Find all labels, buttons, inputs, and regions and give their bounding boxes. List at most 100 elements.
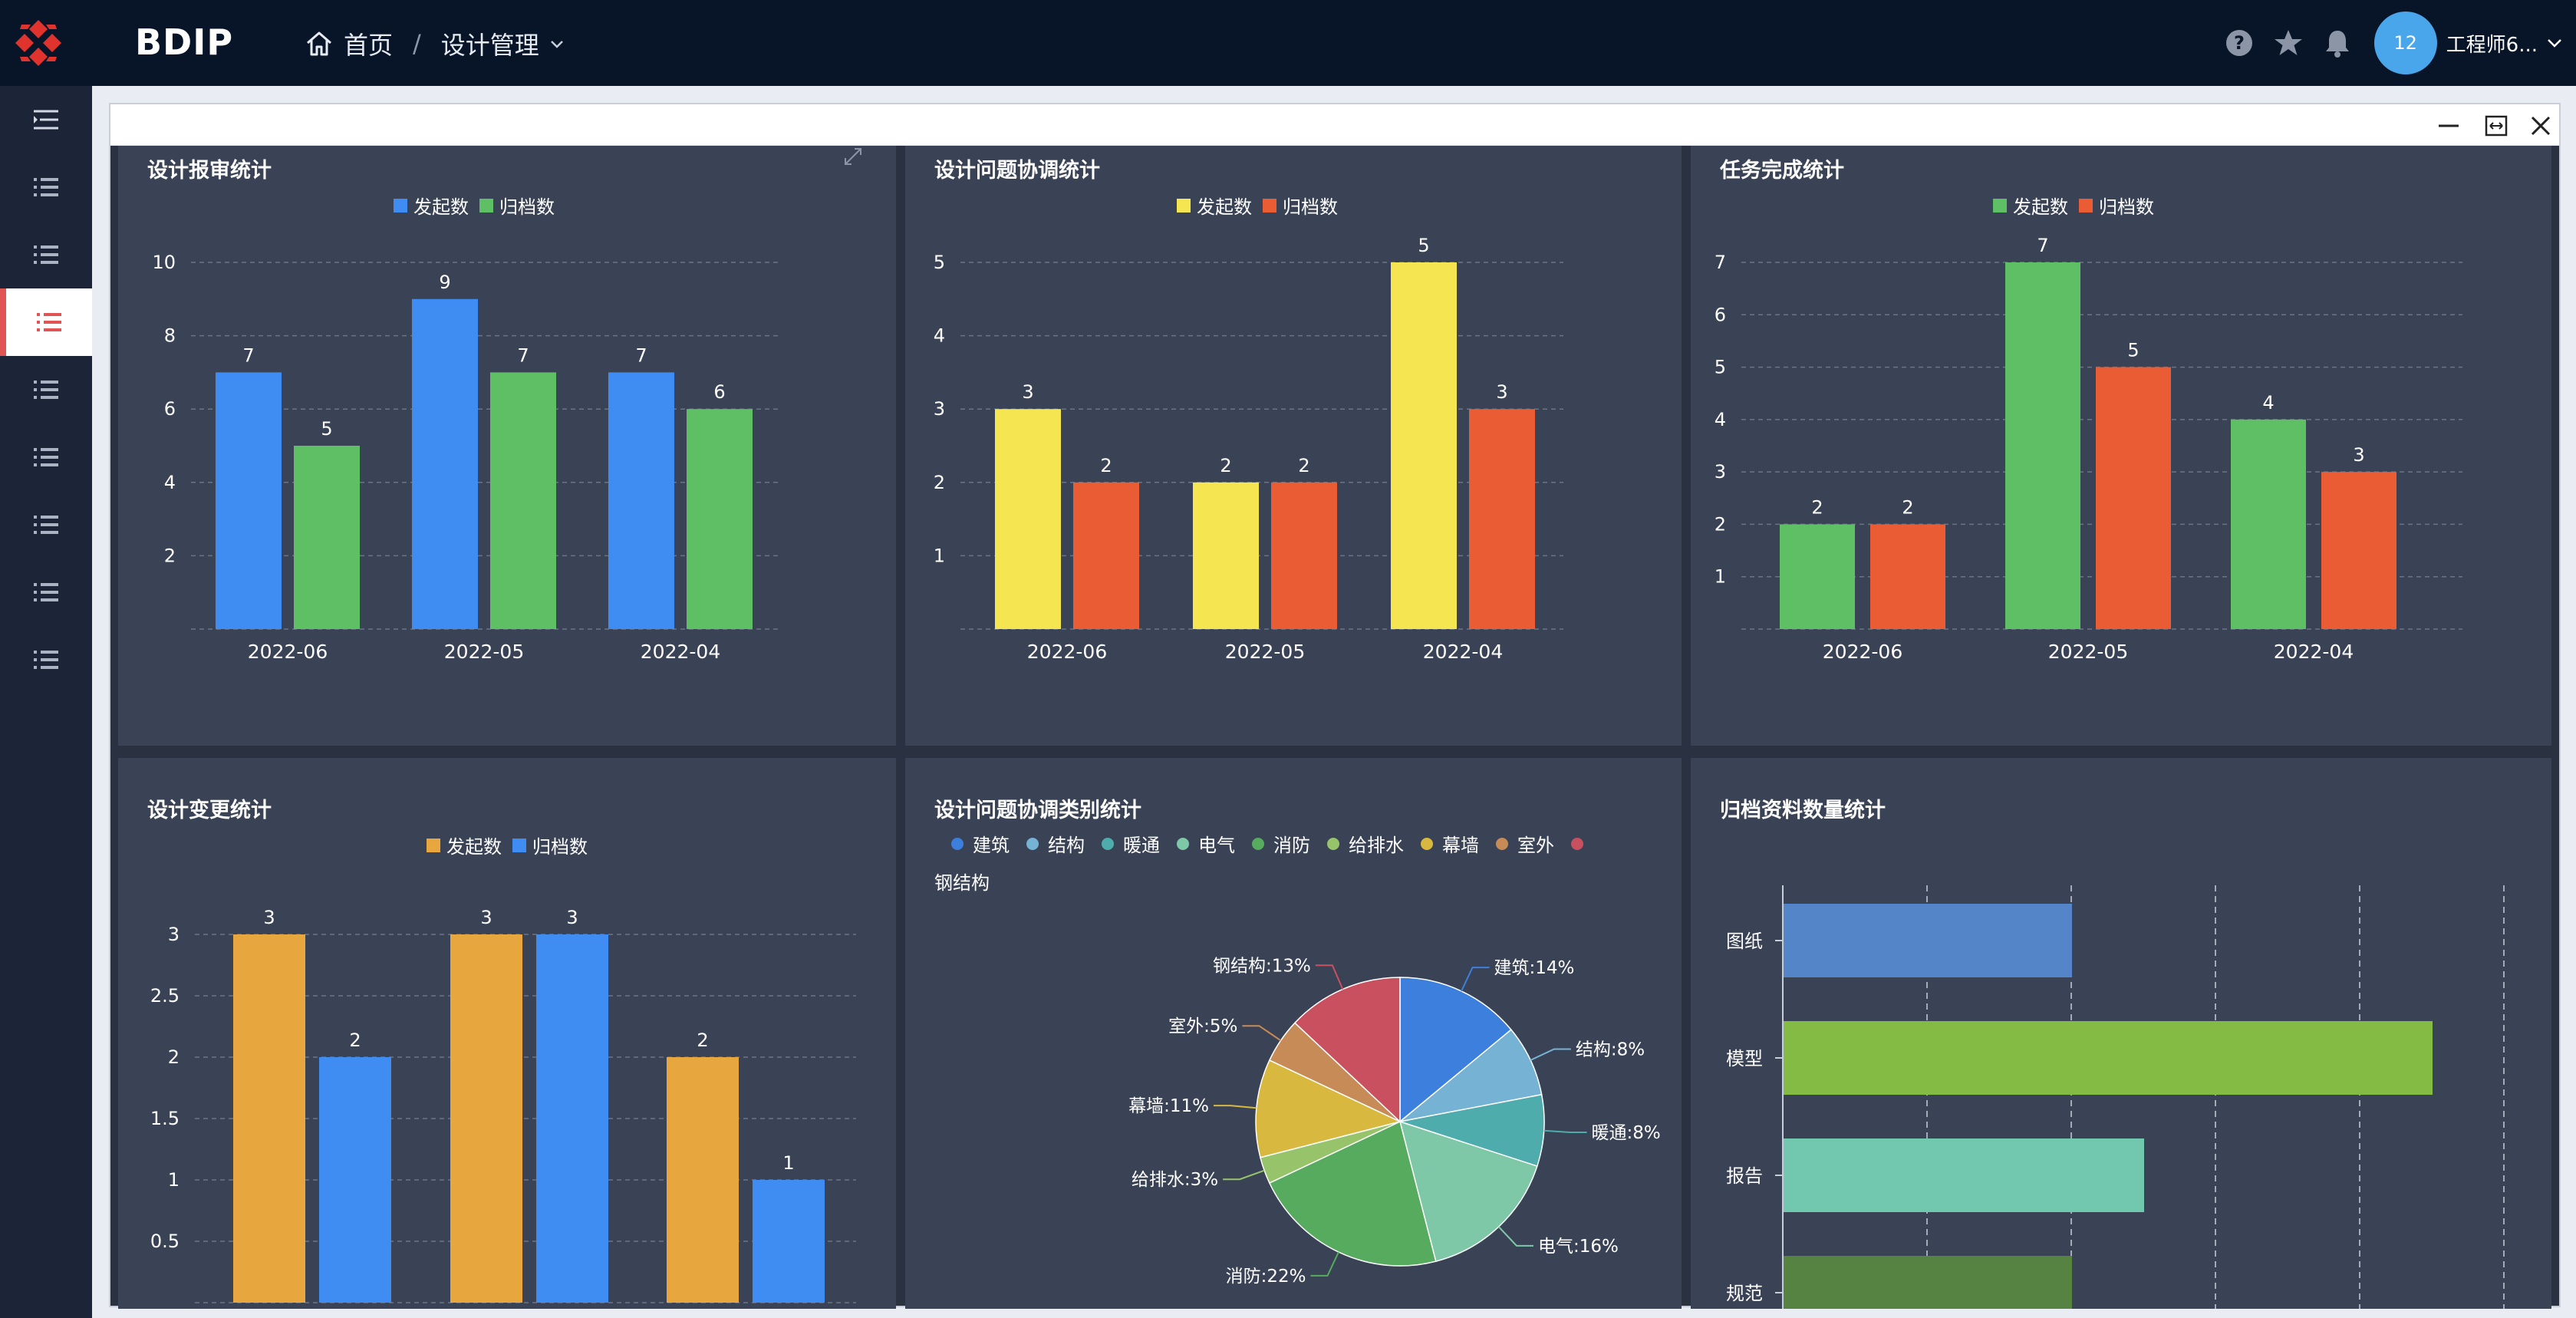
help-icon[interactable]: ? (2224, 28, 2255, 58)
pie-label-line (1315, 964, 1344, 990)
star-icon[interactable] (2273, 28, 2304, 58)
legend-label[interactable]: 暖通 (1123, 835, 1160, 856)
chart-legend: 发起数 归档数 (1166, 192, 1338, 219)
expand-icon[interactable] (842, 146, 864, 167)
list-icon (37, 313, 61, 331)
list-icon (34, 178, 58, 196)
pie-label-line (1497, 1226, 1533, 1247)
home-icon[interactable] (304, 28, 334, 59)
legend-label[interactable]: 发起数 (1197, 196, 1252, 218)
legend-label[interactable]: 给排水 (1349, 835, 1404, 856)
bar (1784, 1138, 2144, 1212)
y-tick-label: 5 (934, 252, 945, 273)
user-name[interactable]: 工程师6... (2446, 33, 2538, 57)
chevron-down-icon[interactable] (2545, 34, 2564, 52)
sidebar-item-1[interactable] (0, 153, 92, 221)
logo-icon[interactable] (14, 18, 63, 68)
bar (1784, 1021, 2433, 1095)
brand-name[interactable]: BDIP (135, 21, 234, 63)
bell-icon[interactable] (2322, 28, 2353, 58)
chevron-down-icon[interactable] (548, 35, 565, 52)
sidebar-item-8[interactable] (0, 626, 92, 694)
bar (608, 372, 674, 629)
legend-swatch (1571, 837, 1583, 850)
breadcrumb-current[interactable]: 设计管理 (440, 31, 539, 60)
data-label: 5 (2127, 340, 2139, 361)
bar (2231, 419, 2306, 629)
list-icon (34, 448, 58, 466)
panel-design-review: 设计报审统计 发起数 归档数 2 4 6 8 10 7 5 2022-06 9 7 2022-05 7… (118, 146, 896, 746)
bar (1193, 482, 1259, 629)
sidebar-item-2[interactable] (0, 221, 92, 288)
sidebar-item-6[interactable] (0, 491, 92, 559)
chart-legend: 发起数 归档数 (416, 832, 588, 858)
data-label: 7 (635, 344, 647, 366)
legend-swatch (2079, 198, 2093, 213)
y-tick-label: 2 (168, 1046, 180, 1068)
x-tick-label: 2022-05 (1225, 641, 1305, 663)
minimize-icon[interactable] (2436, 114, 2461, 138)
legend-label[interactable]: 归档数 (1283, 196, 1338, 218)
pie-slice (1399, 1093, 1545, 1168)
breadcrumb-home[interactable]: 首页 (344, 31, 394, 60)
y-tick-label: 报告 (1726, 1165, 1763, 1187)
y-tick-label: 2 (934, 472, 945, 493)
panel-design-issue-coordination: 设计问题协调统计 发起数 归档数 1 2 3 4 5 3 2 2022-06 2 2 2022-05… (905, 146, 1682, 746)
pie-label: 电气:16% (1538, 1237, 1619, 1257)
avatar[interactable]: 12 (2373, 12, 2437, 74)
data-label: 2 (1100, 455, 1112, 476)
data-label: 2 (1220, 455, 1231, 476)
y-tick-label: 1.5 (150, 1108, 180, 1129)
chart-legend: 发起数 归档数 (1982, 192, 2154, 219)
breadcrumb: 首页 / 设计管理 (304, 26, 565, 61)
legend-label[interactable]: 归档数 (2099, 196, 2154, 218)
legend-label[interactable]: 钢结构 (934, 872, 990, 894)
legend-label[interactable]: 发起数 (413, 196, 469, 218)
pie-label: 结构:8% (1576, 1040, 1645, 1059)
sidebar-item-4[interactable] (0, 356, 92, 423)
bar (233, 934, 305, 1303)
panel-title: 设计问题协调统计 (934, 159, 1100, 183)
y-tick-label: 10 (152, 252, 176, 273)
list-icon (34, 381, 58, 399)
y-tick-label: 0.5 (150, 1231, 180, 1252)
legend-label[interactable]: 归档数 (532, 836, 588, 858)
x-tick-label: 2022-05 (444, 641, 524, 663)
close-icon[interactable] (2528, 114, 2553, 138)
bar (412, 298, 478, 629)
legend-label[interactable]: 发起数 (2013, 196, 2068, 218)
legend-label[interactable]: 室外 (1517, 835, 1554, 856)
fit-width-icon[interactable] (2484, 114, 2508, 138)
data-label: 3 (1496, 381, 1507, 403)
legend-label[interactable]: 电气 (1198, 835, 1235, 856)
legend-label[interactable]: 建筑 (973, 835, 1010, 856)
y-tick-label: 1 (1715, 566, 1726, 588)
y-tick-label: 1 (934, 545, 945, 566)
sidebar-item-5[interactable] (0, 423, 92, 491)
top-header: BDIP 首页 / 设计管理 ? 12 工程师6... (0, 0, 2576, 86)
y-tick-label: 4 (1715, 409, 1726, 430)
data-label: 7 (2037, 235, 2048, 256)
y-tick-label: 3 (934, 398, 945, 420)
legend-label[interactable]: 归档数 (499, 196, 555, 218)
sidebar-item-7[interactable] (0, 559, 92, 626)
sidebar-toggle[interactable] (0, 86, 92, 153)
legend-label[interactable]: 幕墙 (1442, 835, 1479, 856)
legend-label[interactable]: 结构 (1048, 835, 1085, 856)
legend-label[interactable]: 发起数 (446, 836, 502, 858)
pie-label-line (1213, 1105, 1257, 1109)
legend-label[interactable]: 消防 (1273, 835, 1310, 856)
bar (1391, 262, 1457, 629)
data-label: 6 (713, 381, 725, 403)
dashboard-window: 设计报审统计 发起数 归档数 2 4 6 8 10 7 5 2022-06 9 7 2022-05 7… (109, 103, 2561, 1309)
pie-label-line (1310, 1251, 1339, 1277)
pie-label-line (1461, 967, 1490, 992)
legend-swatch (394, 198, 407, 213)
bar (1870, 524, 1945, 629)
y-tick-label: 2.5 (150, 985, 180, 1007)
x-tick-label: 2022-05 (2048, 641, 2128, 663)
bar (1073, 482, 1139, 629)
sidebar-item-3-active[interactable] (0, 288, 92, 356)
bar (667, 1057, 739, 1303)
chart-legend: 发起数 归档数 (383, 192, 555, 219)
